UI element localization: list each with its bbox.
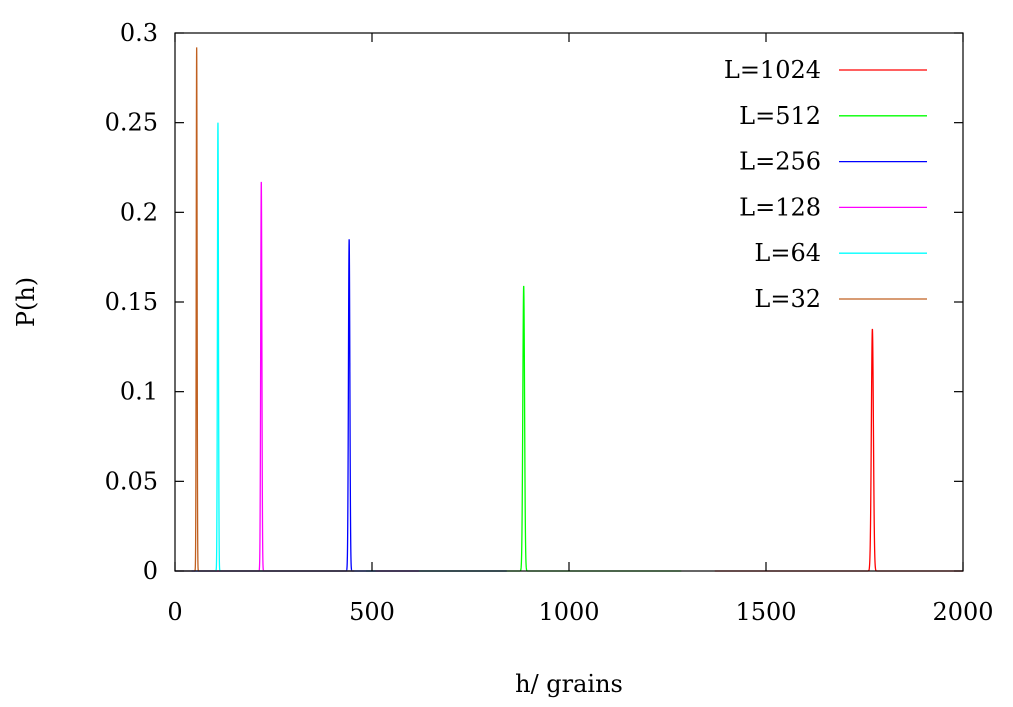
series-line-l-64 <box>175 122 376 572</box>
x-tick-label: 0 <box>167 598 182 626</box>
legend-label: L=128 <box>739 193 821 221</box>
legend: L=1024 L=512 L=256 L=128 L=64 L=32 <box>724 56 927 313</box>
legend-label: L=64 <box>754 239 821 267</box>
x-tick-label: 2000 <box>932 598 993 626</box>
y-tick-label: 0.1 <box>120 378 158 406</box>
y-tick-label: 0.15 <box>105 288 158 316</box>
legend-label: L=256 <box>739 148 821 176</box>
series-line-l-1024 <box>714 328 963 572</box>
y-tick-label: 0.25 <box>105 109 158 137</box>
series-line-l-128 <box>175 181 419 572</box>
x-tick-label: 500 <box>349 598 395 626</box>
series-line-l-32 <box>175 47 355 572</box>
x-axis-title: h/ grains <box>515 670 623 698</box>
y-tick-label: 0.3 <box>120 19 158 47</box>
x-tick-label: 1000 <box>538 598 599 626</box>
y-axis-title: P(h) <box>12 277 40 327</box>
series-line-l-256 <box>191 239 507 572</box>
plot-series-group <box>175 47 963 572</box>
plot-frame <box>174 32 964 572</box>
legend-label: L=1024 <box>724 56 821 84</box>
y-tick-label: 0.2 <box>120 198 158 226</box>
series-line-l-512 <box>366 285 682 572</box>
x-tick-label: 1500 <box>735 598 796 626</box>
legend-label: L=512 <box>739 102 821 130</box>
y-tick-label: 0 <box>143 557 158 585</box>
legend-label: L=32 <box>754 285 821 313</box>
x-axis-ticks: 0 500 1000 1500 2000 <box>167 33 994 626</box>
y-axis-ticks: 0 0.05 0.1 0.15 0.2 0.25 0.3 <box>105 19 963 585</box>
y-tick-label: 0.05 <box>105 467 158 495</box>
